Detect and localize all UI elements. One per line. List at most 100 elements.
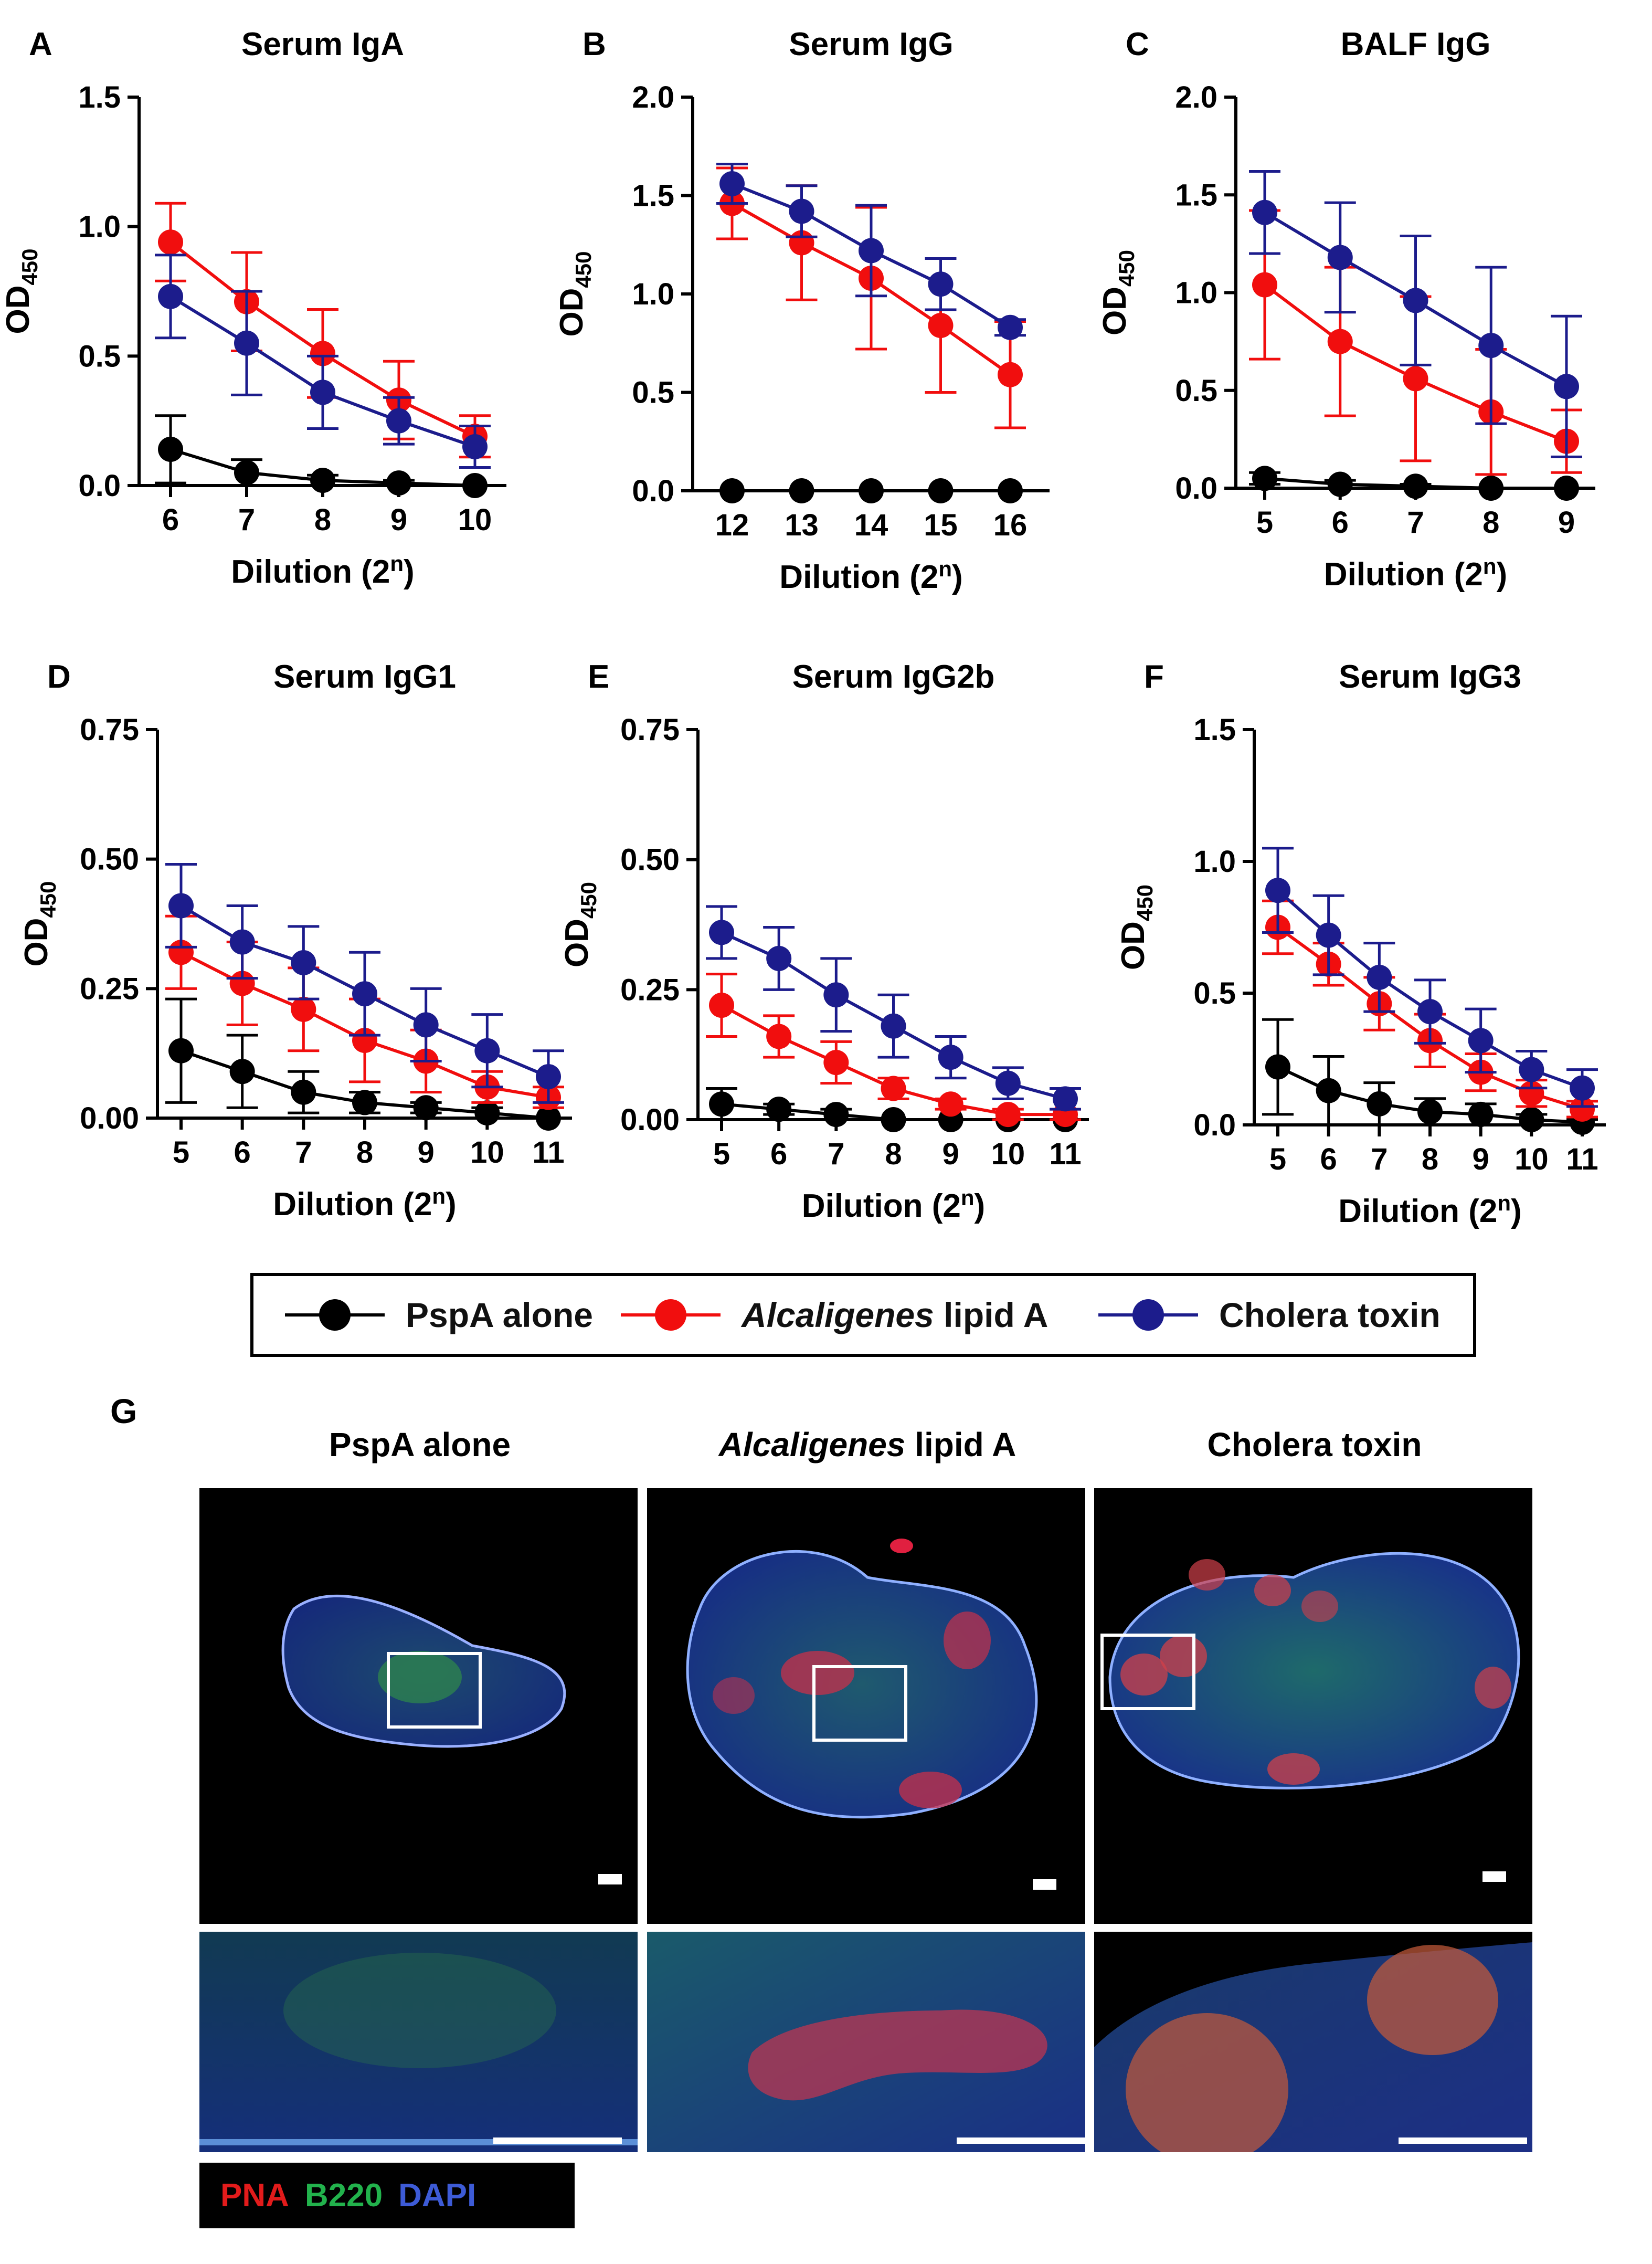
data-point (789, 198, 814, 224)
data-point (536, 1105, 561, 1131)
chart-panel-c: C BALF IgG 0.0 0.5 1.0 1.5 2.0 OD450 5 6 7 8 9 Diluti… (1097, 26, 1595, 593)
stain-legend: PNA B220 DAPI (199, 2163, 575, 2228)
data-point (1478, 476, 1504, 501)
y-tick-label: 1.0 (78, 210, 121, 244)
data-point (229, 929, 255, 955)
stain-label-pna: PNA (220, 2177, 289, 2214)
x-tick-label: 11 (1049, 1137, 1081, 1171)
x-tick-label: 8 (1482, 506, 1499, 540)
data-point (168, 1038, 194, 1063)
x-tick-label: 16 (993, 508, 1028, 542)
data-point (1327, 329, 1353, 354)
data-point (709, 993, 734, 1018)
y-axis-label: OD450 (559, 882, 601, 967)
data-point (995, 1070, 1021, 1096)
data-point (709, 1091, 734, 1117)
x-tick-label: 8 (885, 1137, 902, 1171)
x-tick-label: 11 (532, 1135, 564, 1170)
data-point (1468, 1101, 1494, 1127)
legend-item-alcaligenes: Alcaligenes lipid A (621, 1276, 1048, 1354)
data-point (928, 271, 954, 297)
legend-marker-cholera (1098, 1299, 1198, 1331)
legend-label-cholera: Cholera toxin (1219, 1296, 1441, 1334)
legend-marker-pspa (285, 1299, 385, 1331)
y-tick-label: 0.5 (78, 339, 121, 373)
panel-g-label: G (110, 1392, 137, 1430)
data-point (352, 1090, 377, 1115)
y-axis-label: OD450 (18, 881, 60, 966)
chart-panel-f: F Serum IgG3 0.0 0.5 1.0 1.5 OD450 5 6 7 8 9 10 11 Dil… (1115, 659, 1606, 1229)
data-point (413, 1012, 439, 1038)
data-point (998, 478, 1023, 503)
data-point (462, 434, 488, 459)
data-point (158, 283, 183, 309)
chart-panel-b: B Serum IgG 0.0 0.5 1.0 1.5 2.0 OD450 12 13 14 15 16… (554, 26, 1050, 595)
y-tick-label: 0.50 (620, 843, 680, 877)
data-point (709, 920, 734, 945)
x-tick-label: 5 (1256, 506, 1273, 540)
y-tick-label: 1.5 (78, 80, 121, 114)
x-tick-label: 10 (991, 1137, 1025, 1171)
legend-label-pspa: PspA alone (406, 1296, 593, 1334)
chart-title: Serum IgG (789, 26, 954, 62)
micrograph-cholera-overview (1094, 1488, 1532, 1924)
series-cholera (1262, 847, 1598, 1108)
data-point (998, 314, 1023, 340)
data-point (234, 330, 259, 356)
micrograph-alcaligenes-zoom (647, 1932, 1085, 2152)
y-tick-label: 0.0 (632, 474, 674, 508)
micrograph-pspa-zoom (199, 1932, 638, 2152)
data-point (1519, 1057, 1544, 1082)
x-axis-label: Dilution (2n) (231, 551, 414, 590)
y-tick-label: 0.75 (80, 713, 139, 747)
series-pspa (165, 997, 561, 1131)
chart-panel-d: D Serum IgG1 0.00 0.25 0.50 0.75 OD450 5 6 7 8 9 10 1… (18, 659, 572, 1223)
data-point (1252, 272, 1277, 298)
x-tick-label: 9 (1473, 1142, 1489, 1176)
series-cholera (1249, 170, 1582, 458)
data-point (928, 313, 954, 338)
data-point (766, 1097, 792, 1122)
data-point (291, 950, 316, 975)
y-tick-label: 2.0 (1175, 80, 1217, 114)
data-point (413, 1095, 439, 1121)
data-point (536, 1064, 561, 1090)
data-point (1468, 1028, 1494, 1054)
data-point (1403, 288, 1428, 313)
data-point (168, 893, 194, 919)
y-tick-label: 1.0 (1193, 845, 1236, 879)
series-cholera (706, 905, 1081, 1112)
legend-label-alcaligenes-italic: Alcaligenes (742, 1296, 934, 1334)
data-point (766, 1024, 792, 1049)
panel-label: A (29, 26, 52, 62)
panel-label: D (47, 659, 71, 695)
x-tick-label: 6 (1320, 1142, 1337, 1176)
data-point (229, 1059, 255, 1084)
data-point (859, 238, 884, 264)
y-tick-label: 0.00 (620, 1103, 680, 1137)
data-point (823, 982, 849, 1008)
y-tick-label: 1.0 (632, 277, 674, 311)
data-point (789, 478, 814, 503)
y-tick-label: 0.25 (620, 973, 680, 1007)
data-point (474, 1038, 500, 1063)
y-tick-label: 1.5 (1193, 713, 1236, 747)
data-point (158, 436, 183, 462)
data-point (928, 478, 954, 503)
y-axis-label: OD450 (1115, 884, 1157, 970)
y-tick-label: 0.5 (632, 376, 674, 410)
data-point (352, 981, 377, 1007)
x-tick-label: 9 (390, 503, 407, 537)
x-axis-label: Dilution (2n) (273, 1184, 456, 1223)
y-tick-label: 0.50 (80, 843, 139, 877)
series-pspa (1249, 466, 1579, 501)
data-point (310, 341, 335, 366)
x-tick-label: 13 (785, 508, 819, 542)
y-tick-label: 0.00 (80, 1101, 139, 1135)
chart-title: Serum IgG1 (273, 659, 456, 695)
data-point (823, 1050, 849, 1076)
x-tick-label: 12 (715, 508, 749, 542)
y-tick-label: 0.0 (78, 469, 121, 503)
x-tick-label: 7 (828, 1137, 844, 1171)
y-tick-label: 0.5 (1175, 374, 1217, 408)
